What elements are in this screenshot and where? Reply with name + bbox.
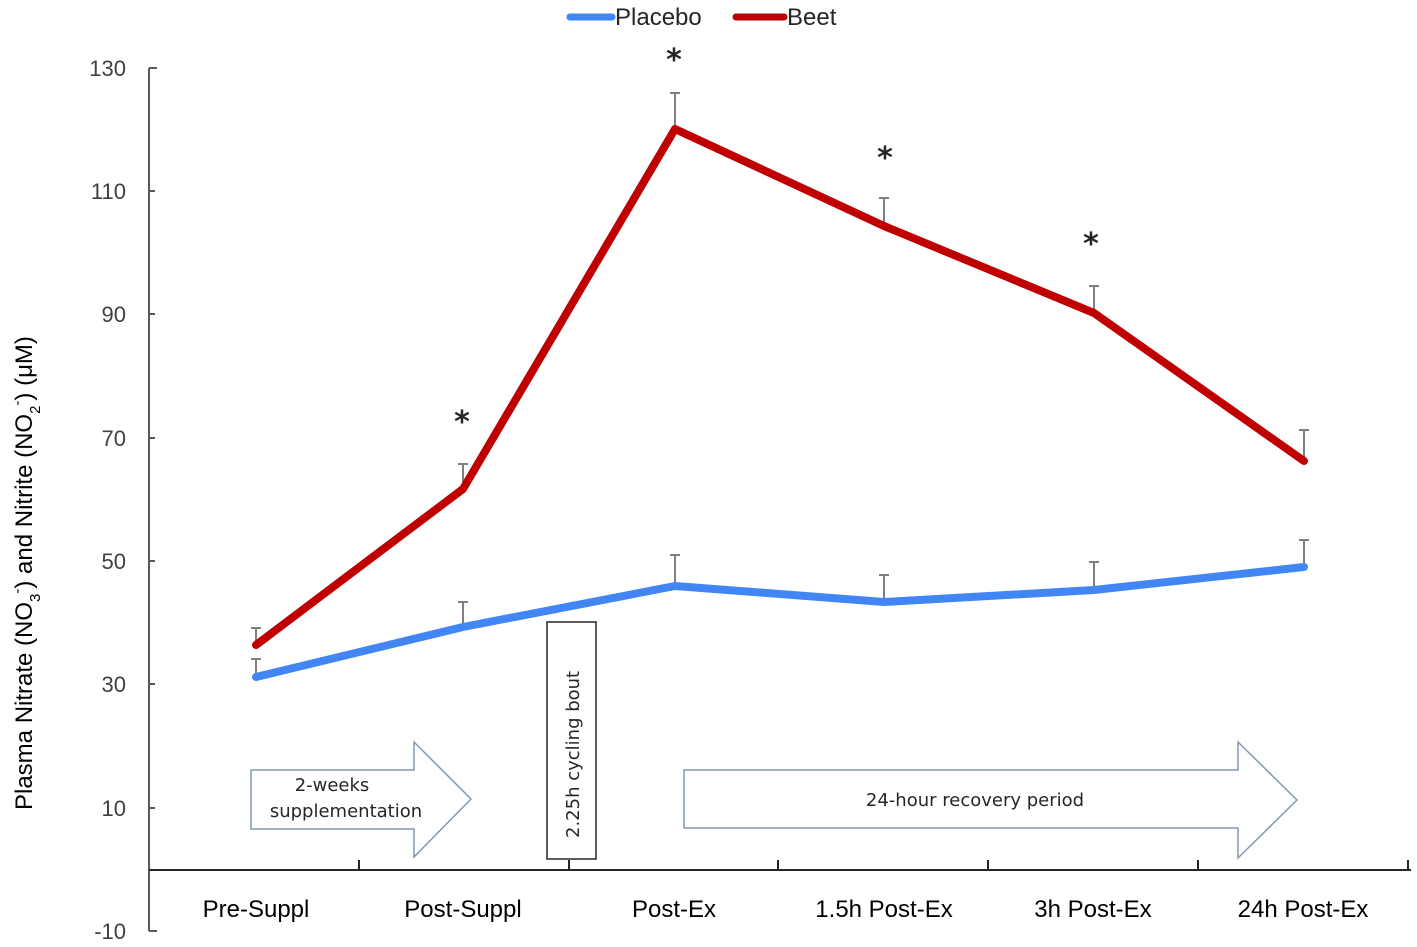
x-category-post-ex: Post-Ex	[632, 896, 716, 923]
beet-error-bars	[251, 92, 1309, 645]
legend-beet-label: Beet	[787, 4, 837, 31]
x-category-1-5h-post-ex: 1.5h Post-Ex	[815, 896, 952, 923]
placebo-line	[252, 563, 1308, 681]
cycling-bout-text: 2.25h cycling bout	[563, 671, 584, 838]
y-tick-90: 90	[102, 302, 126, 327]
y-tick-130: 130	[89, 56, 126, 81]
supplementation-text-line2: supplementation	[270, 801, 422, 822]
significance-star-post-suppl: *	[454, 405, 470, 440]
legend-placebo-label: Placebo	[615, 4, 702, 31]
beet-line	[252, 125, 1308, 649]
y-axis: 130 110 90 70 50 30 10 -10	[89, 56, 157, 944]
significance-markers: * * * *	[454, 43, 1099, 440]
y-tick-70: 70	[102, 426, 126, 451]
y-tick-50: 50	[102, 549, 126, 574]
legend: Placebo Beet	[566, 4, 837, 31]
y-tick-110: 110	[91, 179, 126, 204]
recovery-arrow: 24-hour recovery period	[683, 740, 1299, 860]
significance-star-3h: *	[1083, 227, 1099, 262]
y-tick-10: 10	[102, 796, 126, 821]
x-axis: Pre-Suppl Post-Suppl Post-Ex 1.5h Post-E…	[149, 860, 1411, 923]
cycling-bout-box: 2.25h cycling bout	[546, 621, 597, 860]
x-category-post-suppl: Post-Suppl	[404, 896, 521, 923]
svg-text:Plasma Nitrate (NO3-) and Nitr: Plasma Nitrate (NO3-) and Nitrite (NO2-)…	[9, 336, 44, 810]
supplementation-arrow: 2-weeks supplementation	[250, 740, 473, 859]
x-category-3h-post-ex: 3h Post-Ex	[1034, 896, 1151, 923]
x-category-24h-post-ex: 24h Post-Ex	[1238, 896, 1369, 923]
significance-star-1-5h: *	[877, 141, 893, 176]
supplementation-text-line1: 2-weeks	[295, 775, 370, 796]
placebo-error-bars	[251, 539, 1309, 677]
y-axis-title: Plasma Nitrate (NO3-) and Nitrite (NO2-)…	[9, 336, 44, 810]
significance-star-post-ex: *	[666, 43, 682, 78]
y-tick-30: 30	[102, 672, 126, 697]
recovery-text: 24-hour recovery period	[866, 790, 1084, 811]
y-tick-neg10: -10	[94, 919, 126, 944]
x-category-pre-suppl: Pre-Suppl	[203, 896, 310, 923]
